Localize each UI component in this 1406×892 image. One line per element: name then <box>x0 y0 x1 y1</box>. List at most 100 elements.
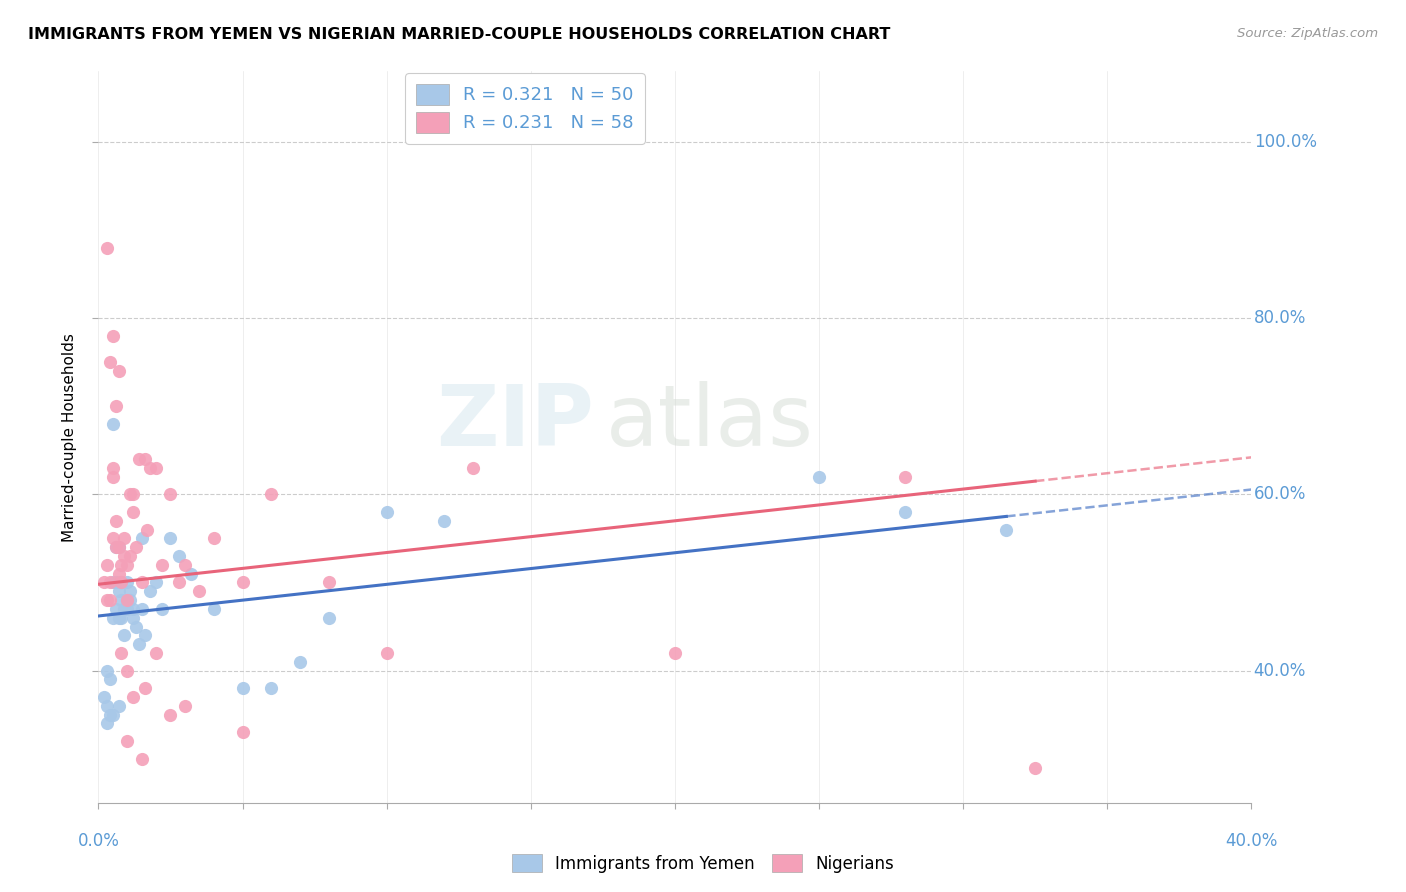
Text: 80.0%: 80.0% <box>1254 310 1306 327</box>
Legend: R = 0.321   N = 50, R = 0.231   N = 58: R = 0.321 N = 50, R = 0.231 N = 58 <box>405 73 644 144</box>
Point <box>110 575 132 590</box>
Point <box>93 690 115 704</box>
Point <box>104 602 127 616</box>
Point <box>96 593 118 607</box>
Point <box>167 575 190 590</box>
Point <box>98 707 121 722</box>
Point <box>101 461 124 475</box>
Point <box>125 619 148 633</box>
Point <box>139 584 162 599</box>
Point <box>260 487 283 501</box>
Point <box>96 241 118 255</box>
Point <box>101 469 124 483</box>
Point <box>117 575 138 590</box>
Point <box>231 725 254 739</box>
Point <box>290 655 312 669</box>
Point <box>136 523 159 537</box>
Point <box>122 602 145 616</box>
Point <box>101 707 124 722</box>
Point <box>159 707 181 722</box>
Point <box>96 664 118 678</box>
Point <box>98 355 121 369</box>
Text: 0.0%: 0.0% <box>77 832 120 850</box>
Point <box>131 752 153 766</box>
Point <box>104 399 127 413</box>
Point <box>107 611 129 625</box>
Point <box>145 575 167 590</box>
Text: 40.0%: 40.0% <box>1225 832 1278 850</box>
Point <box>112 602 135 616</box>
Point <box>117 593 138 607</box>
Point <box>110 611 132 625</box>
Point <box>122 505 145 519</box>
Point <box>150 602 173 616</box>
Point <box>107 566 129 581</box>
Point <box>104 514 127 528</box>
Point <box>101 532 124 546</box>
Point <box>122 487 145 501</box>
Point <box>101 575 124 590</box>
Point <box>122 690 145 704</box>
Point <box>96 558 118 572</box>
Point <box>134 681 156 696</box>
Text: Source: ZipAtlas.com: Source: ZipAtlas.com <box>1237 27 1378 40</box>
Legend: Immigrants from Yemen, Nigerians: Immigrants from Yemen, Nigerians <box>506 847 900 880</box>
Point <box>664 646 686 660</box>
Text: 60.0%: 60.0% <box>1254 485 1306 503</box>
Point <box>202 602 225 616</box>
Text: 100.0%: 100.0% <box>1254 133 1316 151</box>
Point <box>202 532 225 546</box>
Point <box>122 611 145 625</box>
Point <box>807 469 830 483</box>
Point <box>318 575 340 590</box>
Point <box>167 549 190 563</box>
Point <box>131 532 153 546</box>
Point <box>98 673 121 687</box>
Point <box>180 566 202 581</box>
Point <box>101 417 124 431</box>
Point <box>894 469 917 483</box>
Point <box>101 611 124 625</box>
Point <box>117 734 138 748</box>
Point <box>231 681 254 696</box>
Point <box>159 532 181 546</box>
Point <box>1024 760 1046 774</box>
Point <box>120 487 142 501</box>
Point <box>134 452 156 467</box>
Point <box>260 681 283 696</box>
Text: 40.0%: 40.0% <box>1254 662 1306 680</box>
Point <box>117 664 138 678</box>
Point <box>107 540 129 554</box>
Point <box>375 505 398 519</box>
Point <box>110 646 132 660</box>
Point <box>98 575 121 590</box>
Point <box>98 593 121 607</box>
Point <box>131 575 153 590</box>
Point <box>96 716 118 731</box>
Point <box>188 584 211 599</box>
Point <box>461 461 484 475</box>
Point <box>117 558 138 572</box>
Text: IMMIGRANTS FROM YEMEN VS NIGERIAN MARRIED-COUPLE HOUSEHOLDS CORRELATION CHART: IMMIGRANTS FROM YEMEN VS NIGERIAN MARRIE… <box>28 27 890 42</box>
Point <box>375 646 398 660</box>
Point <box>101 328 124 343</box>
Point <box>134 628 156 642</box>
Point <box>318 611 340 625</box>
Point <box>120 584 142 599</box>
Point <box>131 602 153 616</box>
Y-axis label: Married-couple Households: Married-couple Households <box>62 333 77 541</box>
Point <box>159 487 181 501</box>
Point <box>120 593 142 607</box>
Point <box>174 558 197 572</box>
Point <box>107 364 129 378</box>
Point <box>117 593 138 607</box>
Point <box>433 514 456 528</box>
Point <box>104 540 127 554</box>
Point <box>112 532 135 546</box>
Point <box>104 575 127 590</box>
Point <box>107 584 129 599</box>
Point <box>231 575 254 590</box>
Point <box>104 540 127 554</box>
Point <box>107 540 129 554</box>
Text: ZIP: ZIP <box>436 381 595 464</box>
